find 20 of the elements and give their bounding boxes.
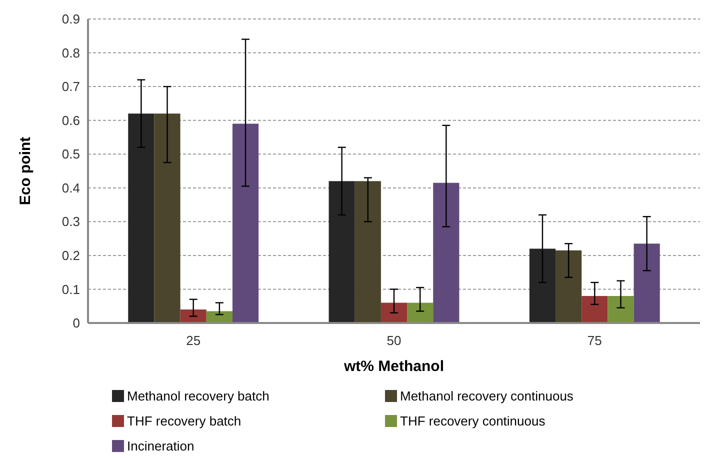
legend-label: THF recovery continuous — [400, 414, 546, 429]
legend-label: THF recovery batch — [127, 414, 242, 429]
legend-label: Methanol recovery batch — [127, 388, 270, 404]
y-tick-label: 0.6 — [62, 112, 80, 128]
y-tick-label: 0.8 — [62, 45, 80, 60]
x-axis-title: wt% Methanol — [343, 358, 444, 375]
x-tick-label: 25 — [186, 333, 201, 348]
x-tick-label: 50 — [386, 333, 402, 348]
y-axis-title: Eco point — [17, 136, 34, 206]
x-tick-label: 75 — [587, 333, 602, 348]
y-tick-label: 0.7 — [62, 79, 80, 94]
y-tick-label: 0.3 — [62, 214, 80, 230]
y-tick-label: 0.2 — [62, 248, 80, 263]
y-tick-label: 0.5 — [62, 146, 80, 162]
y-tick-label: 0.4 — [62, 180, 80, 196]
legend-label: Incineration — [127, 438, 194, 454]
y-tick-label: 0.9 — [62, 12, 80, 27]
y-tick-label: 0 — [72, 316, 80, 331]
y-tick-label: 0.1 — [62, 282, 80, 297]
legend-label: Methanol recovery continuous — [400, 388, 574, 404]
